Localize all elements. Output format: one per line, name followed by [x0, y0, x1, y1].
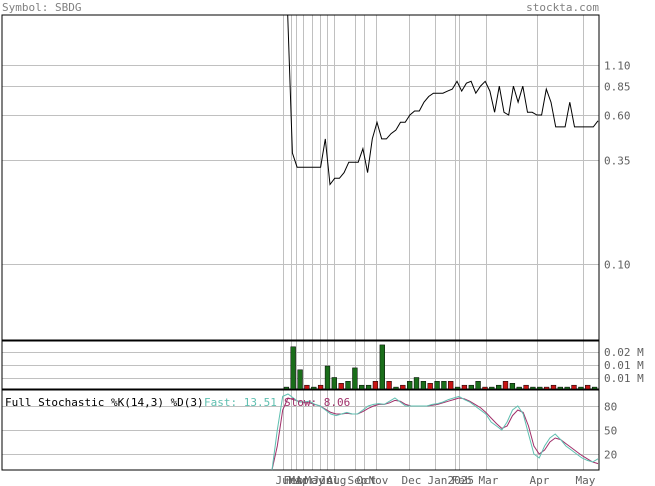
symbol-label: Symbol: SBDG — [2, 1, 81, 14]
date-tick-label-16: Apr — [530, 474, 550, 486]
volume-bar-11 — [359, 384, 365, 390]
volume-bar-21 — [427, 383, 433, 390]
volume-bar-3 — [304, 384, 310, 390]
volume-bar-34 — [516, 386, 522, 390]
date-tick-label-4: May — [305, 474, 325, 486]
volume-bar-42 — [571, 384, 577, 390]
volume-bar-20 — [420, 381, 427, 390]
date-tick-label-13: 2025 — [448, 474, 475, 486]
date-tick-label-9: Oct — [357, 474, 377, 486]
volume-bar-25 — [454, 386, 461, 390]
date-tick-label-0: Jun — [276, 474, 296, 486]
volume-bar-30 — [489, 386, 495, 390]
price-tick-label-2: 0.60 — [604, 110, 631, 123]
volume-bar-0 — [283, 386, 290, 390]
stochastic-axis: 80 50 20 — [604, 401, 617, 462]
volume-bar-32 — [502, 381, 509, 390]
date-tick-label-1: Feb — [284, 474, 304, 486]
volume-bar-36 — [530, 386, 536, 390]
volume-bar-6 — [324, 365, 331, 390]
volume-bar-18 — [407, 381, 413, 390]
volume-tick-label-1: 0.01 M — [604, 359, 644, 372]
site-name: stockta.com — [526, 1, 599, 14]
volume-bar-23 — [441, 381, 447, 390]
volume-bar-17 — [400, 384, 406, 390]
stochastic-name: Full Stochastic %K(14,3) %D(3) — [5, 396, 204, 409]
volume-bar-14 — [379, 344, 385, 390]
volume-bar-31 — [496, 384, 502, 390]
date-tick-label-2: Mar — [289, 474, 309, 486]
volume-bar-19 — [413, 377, 420, 390]
date-tick-label-10: Nov — [369, 474, 389, 486]
stochastic-slow-value: Slow: 8.06 — [284, 396, 350, 409]
date-tick-label-3: Apr — [296, 474, 316, 486]
volume-bars — [283, 344, 598, 390]
volume-bar-39 — [550, 384, 557, 390]
volume-bar-4 — [311, 386, 317, 390]
chart-grid — [2, 15, 599, 470]
price-tick-label-0: 1.10 — [604, 60, 631, 73]
volume-bar-29 — [482, 386, 488, 390]
volume-bar-43 — [578, 386, 584, 390]
price-panel — [1, 14, 600, 341]
price-axis: 1.10 0.85 0.60 0.35 0.10 — [604, 60, 631, 272]
volume-bar-8 — [338, 383, 344, 390]
volume-bar-15 — [386, 381, 392, 390]
volume-bar-5 — [317, 384, 324, 390]
date-tick-label-12: Jan — [428, 474, 448, 486]
volume-bar-35 — [523, 384, 529, 390]
date-tick-label-15: Mar — [479, 474, 499, 486]
date-tick-label-17: May — [576, 474, 596, 486]
volume-bar-16 — [393, 386, 399, 390]
volume-bar-10 — [352, 367, 358, 390]
volume-axis: 0.02 M0.01 M0.01 M — [604, 346, 644, 385]
volume-bar-44 — [585, 384, 591, 390]
stochastic-tick-label-2: 20 — [604, 449, 617, 462]
volume-bar-41 — [564, 386, 570, 390]
volume-tick-label-0: 0.02 M — [604, 346, 644, 359]
volume-bar-12 — [365, 384, 372, 390]
stochastic-panel — [1, 389, 600, 471]
price-tick-label-4: 0.10 — [604, 259, 631, 272]
volume-bar-7 — [331, 377, 337, 390]
stochastic-fast-line — [271, 393, 599, 471]
date-tick-label-7: Aug — [327, 474, 347, 486]
volume-bar-2 — [297, 369, 303, 390]
date-tick-label-14: Feb — [452, 474, 472, 486]
volume-bar-22 — [434, 381, 440, 390]
volume-bar-1 — [290, 346, 296, 390]
volume-tick-label-2: 0.01 M — [604, 372, 644, 385]
volume-bar-33 — [509, 383, 516, 390]
volume-bar-28 — [475, 381, 481, 390]
price-tick-label-1: 0.85 — [604, 81, 631, 94]
stochastic-tick-label-1: 50 — [604, 425, 617, 438]
volume-bar-27 — [468, 384, 474, 390]
price-tick-label-3: 0.35 — [604, 155, 631, 168]
volume-bar-13 — [372, 381, 379, 390]
volume-bar-24 — [448, 381, 454, 390]
volume-bar-45 — [591, 386, 598, 390]
volume-bar-40 — [557, 386, 563, 390]
price-line — [283, 14, 599, 186]
date-tick-label-5: Jun — [313, 474, 333, 486]
volume-bar-37 — [537, 386, 543, 390]
date-tick-label-6: Jul — [320, 474, 340, 486]
volume-bar-26 — [461, 384, 468, 390]
stochastic-slow-line — [271, 397, 599, 471]
volume-bar-9 — [345, 381, 351, 390]
volume-bar-38 — [543, 386, 550, 390]
stochastic-tick-label-0: 80 — [604, 401, 617, 414]
date-tick-label-11: Dec — [402, 474, 422, 486]
date-tick-label-8: Sep — [348, 474, 368, 486]
stochastic-fast-value: Fast: 13.51 — [204, 396, 277, 409]
